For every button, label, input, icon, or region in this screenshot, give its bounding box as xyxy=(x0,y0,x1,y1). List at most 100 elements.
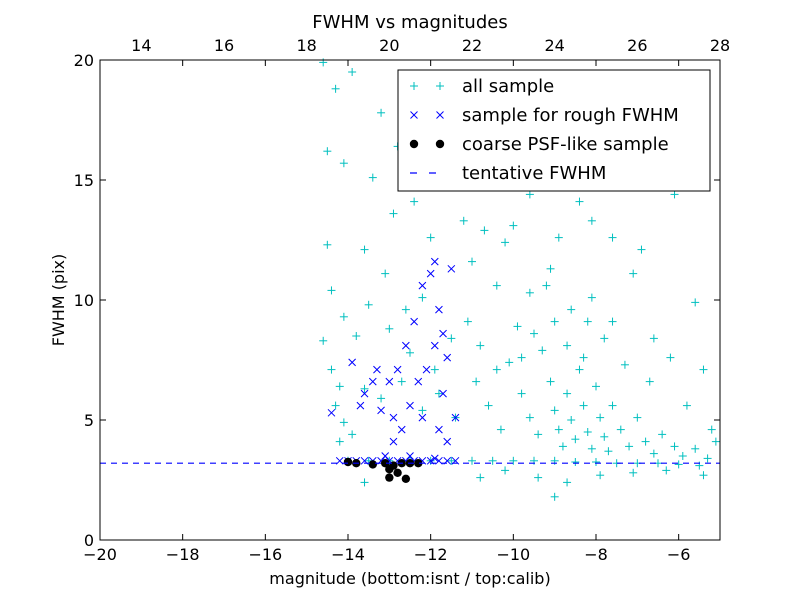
rough-sample-point xyxy=(402,341,410,350)
all-sample-point xyxy=(629,269,638,278)
top-x-tick-label: 26 xyxy=(627,36,647,55)
all-sample-point xyxy=(670,190,679,199)
x-tick-label: −6 xyxy=(667,545,691,564)
all-sample-point xyxy=(658,430,667,439)
all-sample-point xyxy=(550,406,559,415)
all-sample-point xyxy=(546,264,555,273)
all-sample-point xyxy=(604,447,613,456)
all-sample-point xyxy=(339,418,348,427)
all-sample-point xyxy=(492,281,501,290)
coarse-psf-point xyxy=(368,460,377,469)
all-sample-point xyxy=(583,317,592,326)
all-sample-point xyxy=(323,240,332,249)
rough-sample-point xyxy=(389,437,398,446)
all-sample-point xyxy=(546,377,555,386)
all-sample-point xyxy=(699,471,708,480)
rough-sample-point xyxy=(443,437,452,446)
all-sample-point xyxy=(377,394,386,403)
all-sample-point xyxy=(534,430,543,439)
rough-sample-point xyxy=(447,264,456,273)
all-sample-point xyxy=(381,269,390,278)
rough-sample-point xyxy=(443,353,452,362)
x-tick-label: −20 xyxy=(83,545,117,564)
all-sample-point xyxy=(319,336,328,345)
y-axis-label: FWHM (pix) xyxy=(49,254,68,347)
rough-sample-point xyxy=(435,305,443,314)
all-sample-point xyxy=(645,377,654,386)
all-sample-point xyxy=(550,317,559,326)
all-sample-point xyxy=(418,406,427,415)
all-sample-point xyxy=(567,305,576,314)
all-sample-point xyxy=(397,377,406,386)
all-sample-point xyxy=(563,341,572,350)
all-sample-point xyxy=(587,444,596,453)
legend-swatch-plus xyxy=(410,82,418,90)
x-tick-label: −16 xyxy=(248,545,282,564)
all-sample-point xyxy=(530,329,538,338)
all-sample-point xyxy=(339,312,348,321)
all-sample-point xyxy=(587,216,596,225)
legend-entry-dashed-line: tentative FWHM xyxy=(462,163,606,184)
top-x-tick-label: 20 xyxy=(379,36,399,55)
all-sample-point xyxy=(707,425,716,434)
all-sample-point xyxy=(401,305,410,314)
chart-title: FWHM vs magnitudes xyxy=(312,12,507,33)
rough-sample-point xyxy=(356,401,365,410)
top-x-tick-label: 18 xyxy=(296,36,316,55)
all-sample-point xyxy=(509,456,518,465)
all-sample-point xyxy=(649,334,658,343)
all-sample-point xyxy=(418,293,427,302)
rough-sample-point xyxy=(348,358,356,367)
coarse-psf-point xyxy=(343,457,353,467)
all-sample-point xyxy=(600,432,609,441)
all-sample-point xyxy=(583,428,592,436)
all-sample-point xyxy=(348,430,357,439)
all-sample-point xyxy=(592,458,600,466)
coarse-psf-point xyxy=(381,459,390,468)
all-sample-point xyxy=(538,346,547,355)
rough-sample-point xyxy=(439,389,447,398)
rough-sample-point xyxy=(389,413,398,422)
all-sample-point xyxy=(389,209,398,218)
x-tick-label: −14 xyxy=(331,545,365,564)
all-sample-point xyxy=(447,334,456,343)
all-sample-point xyxy=(571,435,580,444)
rough-sample-point xyxy=(414,377,423,386)
all-sample-point xyxy=(550,492,559,501)
all-sample-point xyxy=(649,449,658,458)
all-sample-point xyxy=(579,401,588,410)
legend-swatch-x xyxy=(436,111,444,119)
all-sample-point xyxy=(525,190,534,199)
all-sample-point xyxy=(463,317,472,326)
all-sample-point xyxy=(430,365,439,374)
all-sample-point xyxy=(496,425,505,434)
rough-sample-point xyxy=(406,401,414,410)
coarse-psf-point xyxy=(401,474,411,483)
all-sample-point xyxy=(468,456,476,465)
rough-sample-point xyxy=(430,454,439,463)
all-sample-point xyxy=(678,452,687,460)
rough-sample-point xyxy=(439,329,447,338)
all-sample-point xyxy=(703,454,712,463)
all-sample-point xyxy=(608,317,617,326)
all-sample-point xyxy=(558,442,567,451)
all-sample-point xyxy=(360,384,369,393)
all-sample-point xyxy=(406,348,414,357)
all-sample-point xyxy=(554,233,563,242)
all-sample-point xyxy=(360,245,369,254)
all-sample-point xyxy=(505,358,514,367)
all-sample-point xyxy=(691,444,700,453)
all-sample-point xyxy=(542,281,551,290)
all-sample-point xyxy=(410,197,419,206)
all-sample-point xyxy=(348,68,357,76)
y-tick-label: 5 xyxy=(84,411,94,430)
all-sample-point xyxy=(525,288,534,297)
all-sample-point xyxy=(476,341,485,350)
legend-swatch-plus xyxy=(436,82,444,90)
series-layer xyxy=(100,58,720,501)
all-sample-point xyxy=(662,466,671,475)
all-sample-point xyxy=(600,334,609,343)
all-sample-point xyxy=(434,389,443,398)
rough-sample-point xyxy=(451,413,460,422)
all-sample-point xyxy=(711,437,720,446)
